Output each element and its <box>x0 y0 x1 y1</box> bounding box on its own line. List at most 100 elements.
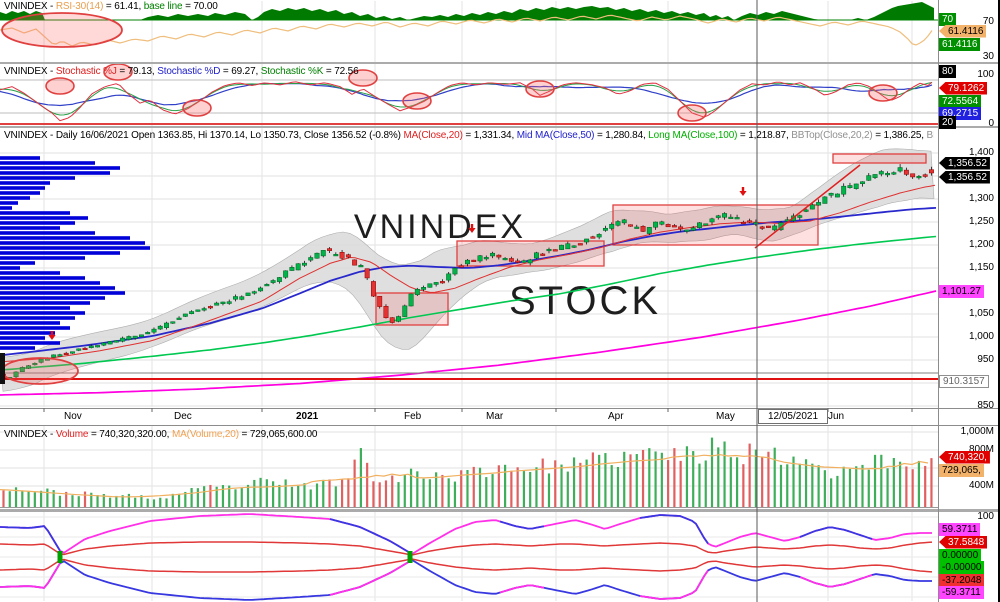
price-annotation-rect <box>832 153 927 164</box>
volume-panel-header: VNINDEX - Volume = 740,320,320.00, MA(Vo… <box>4 429 934 440</box>
rsi-panel <box>0 2 938 48</box>
axis-tick: 30 <box>982 51 994 62</box>
axis-tick: 1,400 <box>968 147 994 158</box>
stochastic-j-line <box>0 81 933 122</box>
axis-value-tag: -0.00000 <box>939 560 985 574</box>
header-segment: MA(Close,20) <box>403 130 463 141</box>
date-label: Mar <box>486 411 504 422</box>
price-annotation-ellipse <box>1 357 79 385</box>
axis-tick: 100 <box>977 511 994 522</box>
sell-arrow-icon <box>739 187 747 196</box>
axis-value-tag: 61.4116 <box>939 37 981 51</box>
axis-tick: 850 <box>977 400 994 411</box>
rsi-panel-header: VNINDEX - RSI-30(14) = 61.41, base line … <box>4 1 934 12</box>
stochastic-annotation-ellipse <box>182 99 212 117</box>
axis-value-tag: 72.5564 <box>939 94 982 108</box>
axis-value-tag: 0.00000 <box>939 548 982 562</box>
axis-tick: 1,300 <box>968 193 994 204</box>
axis-tick: 950 <box>977 354 994 365</box>
header-segment: Mid MA(Close,50) <box>516 130 595 141</box>
axis-tick: 70 <box>982 16 994 27</box>
trendline <box>754 164 861 249</box>
header-segment: BBBot(Close,20 <box>926 130 934 141</box>
price-panel-header: VNINDEX - Daily 16/06/2021 Open 1363.85,… <box>4 130 934 141</box>
oscillator-panel <box>0 513 933 601</box>
long-term-ma-line <box>0 290 937 396</box>
date-label: Jun <box>828 411 845 422</box>
stochastic-panel-header: VNINDEX - Stochastic %J = 79.13, Stochas… <box>4 66 934 77</box>
watermark-line2: STOCK <box>509 279 661 323</box>
date-label: May <box>716 411 735 422</box>
axis-value-tag: 61.4116 <box>939 24 987 38</box>
sell-arrow-icon <box>468 224 476 233</box>
header-segment: base line <box>143 1 183 12</box>
rsi-annotation-ellipse <box>1 12 123 48</box>
header-segment: BBTop(Close,20,2) <box>791 130 873 141</box>
volume-bars <box>2 437 933 508</box>
header-segment: Volume <box>55 429 89 440</box>
header-segment: RSI-30(14) <box>55 1 104 12</box>
crosshair-date-tooltip: 12/05/2021 <box>758 409 828 424</box>
stochastic-annotation-ellipse <box>525 80 555 98</box>
stochastic-k-line <box>0 82 933 116</box>
axis-value-tag: 59.3711 <box>939 522 981 536</box>
stochastic-annotation-ellipse <box>868 84 898 102</box>
header-segment: = 1,280.84, <box>594 130 649 141</box>
axis-value-tag: -37.2048 <box>939 573 985 587</box>
sell-arrow-icon <box>48 331 56 340</box>
volume-ma-line <box>0 454 929 498</box>
date-label: Apr <box>608 411 624 422</box>
date-label: Nov <box>64 411 82 422</box>
header-segment: = 61.41, <box>103 1 144 12</box>
axis-value-tag: 1,356.52 <box>939 170 990 184</box>
header-segment: Stochastic %D <box>157 66 221 77</box>
axis-tick: 1,000 <box>968 331 994 342</box>
stochastic-annotation-ellipse <box>677 104 707 122</box>
header-segment: VNINDEX - <box>4 1 56 12</box>
header-segment: = 729,065,600.00 <box>238 429 318 440</box>
header-segment: = 740,320,320.00, <box>88 429 172 440</box>
header-segment: Stochastic %J <box>55 66 117 77</box>
axis-value-tag: 37.5848 <box>939 535 988 549</box>
volume-profile <box>0 156 150 350</box>
stochastic-annotation-ellipse <box>402 92 432 110</box>
axis-tick: 1,000M <box>960 426 994 437</box>
axis-value-tag: -59.3711 <box>939 585 984 599</box>
header-segment: Long MA(Close,100) <box>648 130 738 141</box>
stochastic-panel <box>0 63 938 125</box>
header-segment: = 1,331.34, <box>462 130 517 141</box>
price-panel: VNINDEX STOCK <box>0 148 938 396</box>
candlestick-series <box>1 164 934 380</box>
stochastic-annotation-ellipse <box>45 77 75 95</box>
header-segment: = 70.00 <box>182 1 218 12</box>
convergence-marker <box>407 551 413 563</box>
date-label: 2021 <box>296 411 319 422</box>
header-segment: Stochastic %K <box>260 66 324 77</box>
bollinger-band <box>0 148 935 392</box>
header-segment: = 72.56 <box>323 66 359 77</box>
stochastic-d-line <box>0 82 933 107</box>
volume-panel <box>0 437 938 508</box>
ma100-line <box>0 235 937 371</box>
watermark-line1: VNINDEX <box>354 208 526 246</box>
axis-tick: 800M <box>968 444 994 455</box>
axis-value-tag: 740,320, <box>939 450 990 464</box>
header-segment: VNINDEX - <box>4 66 56 77</box>
axis-value-tag: 1,356.52 <box>939 156 990 170</box>
date-label: Feb <box>404 411 422 422</box>
axis-value-tag: 20 <box>939 115 957 129</box>
header-segment: VNINDEX - <box>4 429 56 440</box>
header-segment: = 69.27, <box>220 66 261 77</box>
axis-value-tag: 70 <box>939 12 957 26</box>
axis-tick: 100 <box>977 69 994 80</box>
axis-value-tag: 729,065, <box>939 463 984 477</box>
axis-tick: 1,200 <box>968 239 994 250</box>
axis-value-tag: 1,101.27 <box>939 284 984 298</box>
header-segment: VNINDEX - Daily 16/06/2021 Open 1363.85,… <box>4 130 404 141</box>
axis-tick: 1,150 <box>968 262 994 273</box>
axis-value-tag: 79.1262 <box>939 81 988 95</box>
header-segment: = 1,386.25, <box>872 130 927 141</box>
stochastic-annotation-ellipse <box>348 69 378 87</box>
